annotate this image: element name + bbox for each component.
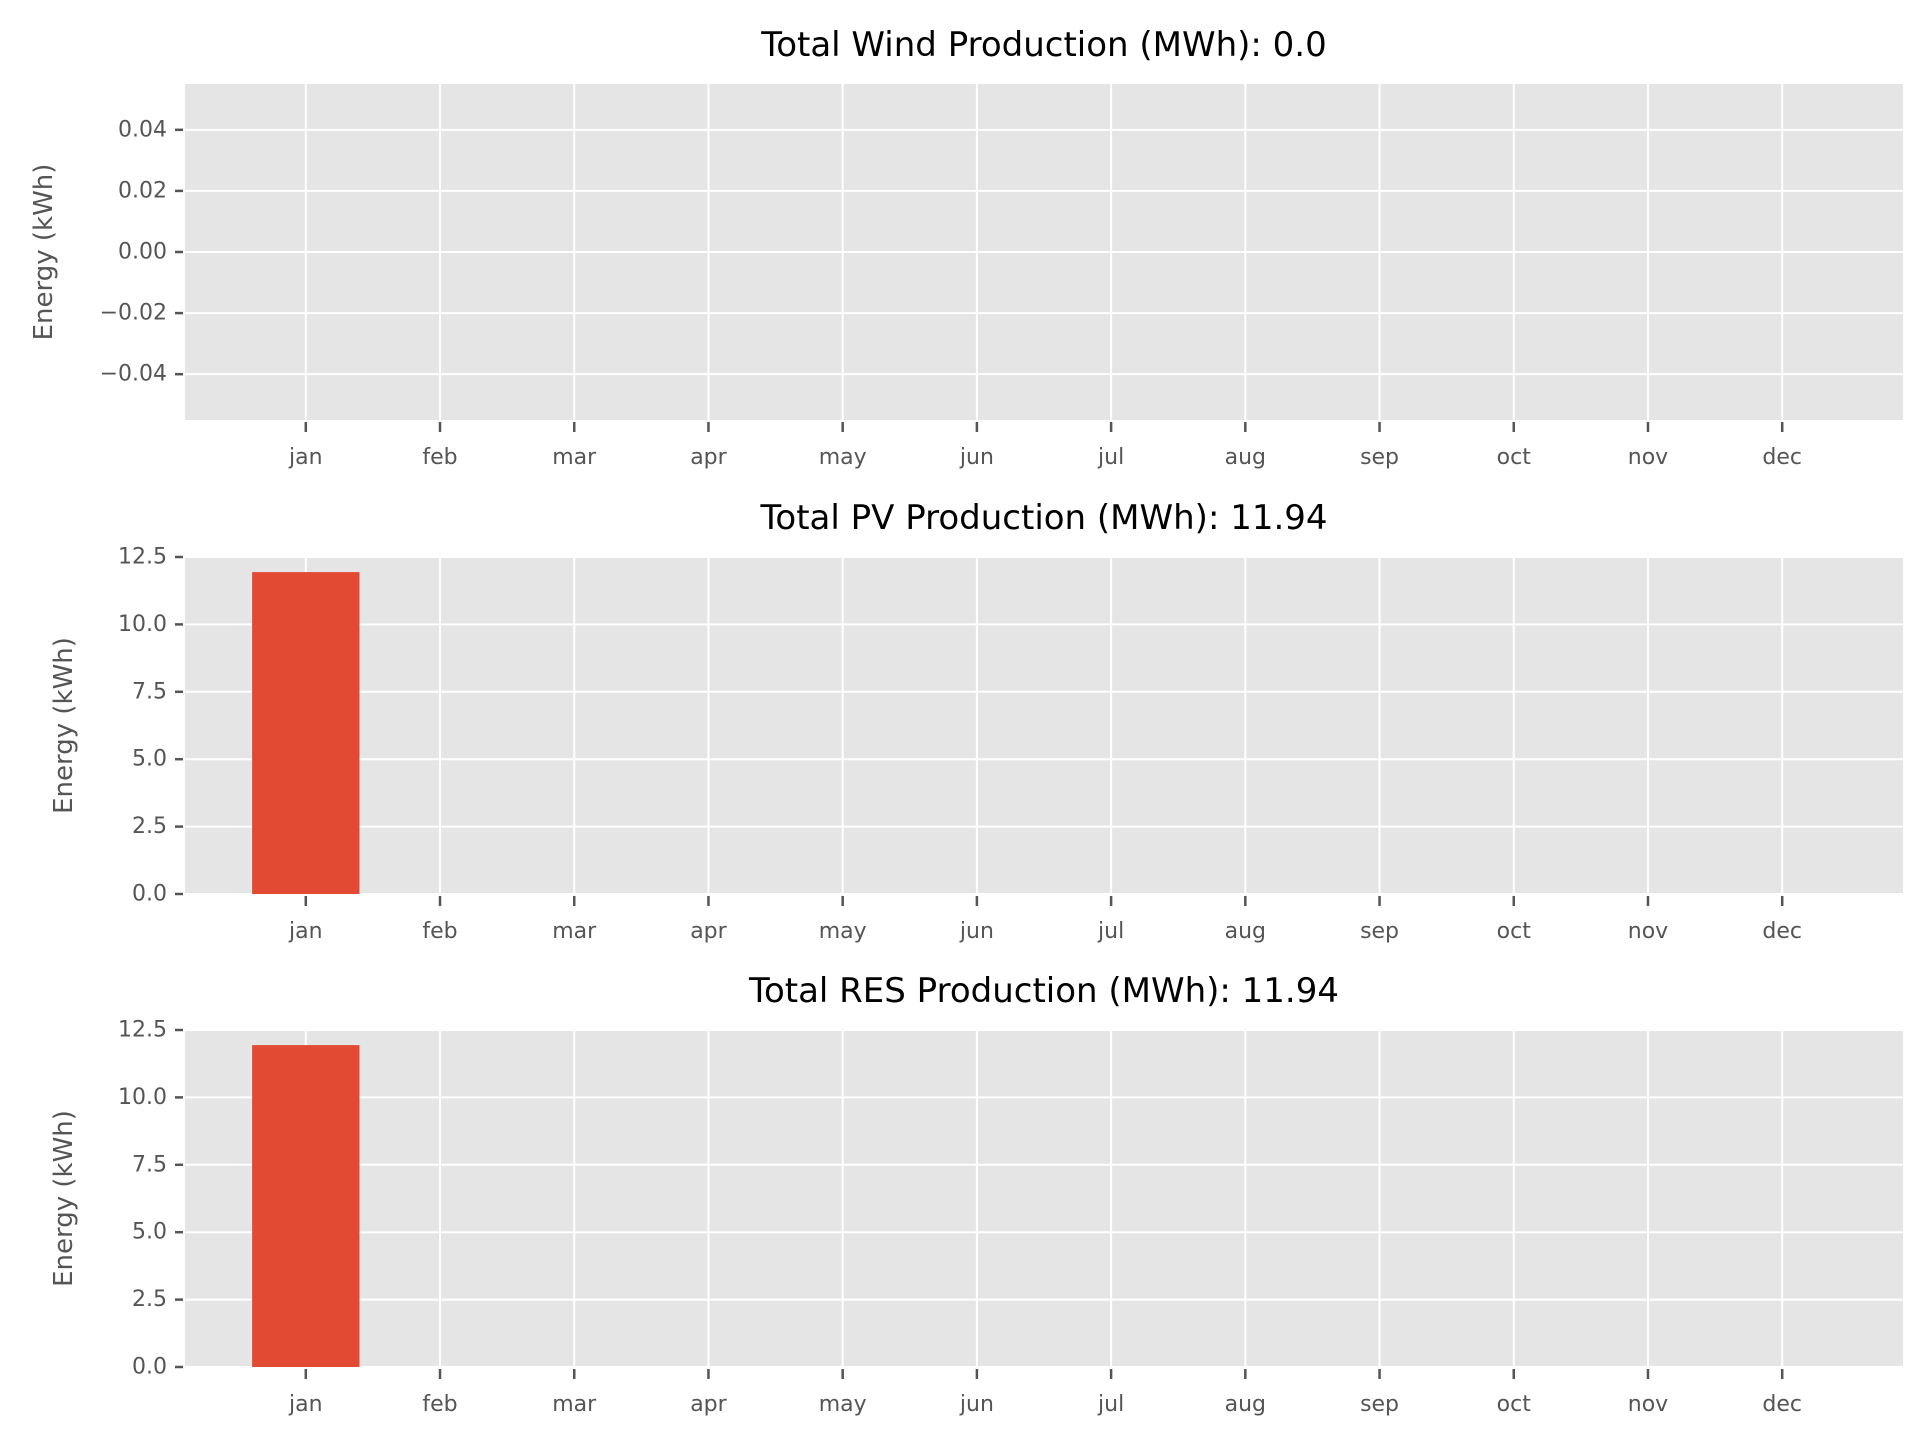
x-tick-label: jul — [1097, 445, 1124, 470]
x-tick-label: jul — [1097, 919, 1124, 944]
x-tick-label: dec — [1762, 1392, 1802, 1417]
x-tick-label: apr — [690, 919, 727, 944]
x-tick-label: nov — [1628, 445, 1668, 470]
x-tick-label: may — [819, 1392, 867, 1417]
x-tick-label: oct — [1497, 1392, 1532, 1417]
chart-title: Total PV Production (MWh): 11.94 — [759, 498, 1327, 538]
y-axis-label: Energy (kWh) — [49, 637, 79, 814]
x-tick-label: mar — [552, 919, 597, 944]
x-tick-label: oct — [1497, 919, 1532, 944]
x-tick-label: apr — [690, 1392, 727, 1417]
x-tick-label: jan — [288, 919, 323, 944]
y-tick-label: 0.0 — [132, 1355, 167, 1380]
x-tick-label: sep — [1360, 919, 1399, 944]
plot-background — [185, 1030, 1903, 1367]
y-tick-label: 2.5 — [132, 1287, 167, 1312]
y-tick-label: −0.02 — [100, 301, 167, 326]
y-tick-label: 5.0 — [132, 1220, 167, 1245]
x-tick-label: jun — [959, 1392, 994, 1417]
x-tick-label: nov — [1628, 1392, 1668, 1417]
x-tick-label: sep — [1360, 1392, 1399, 1417]
subplot-3: 0.0 2.5 5.0 7.5 10.0 12.5 jan feb mar apr may jun ju… — [49, 971, 1903, 1417]
y-tick-label: 12.5 — [118, 545, 167, 570]
subplot-1: −0.04 −0.02 0.00 0.02 0.04 jan feb mar apr may jun… — [29, 25, 1903, 470]
x-tick-label: aug — [1225, 919, 1266, 944]
x-tick-label: dec — [1762, 919, 1802, 944]
chart-title: Total RES Production (MWh): 11.94 — [748, 971, 1339, 1011]
bar-jan — [252, 1045, 360, 1367]
x-tick-label: jul — [1097, 1392, 1124, 1417]
x-tick-label: aug — [1225, 445, 1266, 470]
y-tick-label: 12.5 — [118, 1018, 167, 1043]
y-tick-label: 0.02 — [118, 178, 167, 203]
x-tick-label: jun — [959, 919, 994, 944]
x-tick-label: mar — [552, 445, 597, 470]
x-tick-label: dec — [1762, 445, 1802, 470]
y-tick-label: 0.0 — [132, 882, 167, 907]
y-tick-label: 10.0 — [118, 612, 167, 637]
y-tick-label: 5.0 — [132, 747, 167, 772]
y-tick-label: 7.5 — [132, 1152, 167, 1177]
y-tick-label: −0.04 — [100, 362, 167, 387]
y-tick-label: 7.5 — [132, 679, 167, 704]
y-tick-label: 0.04 — [118, 117, 167, 142]
y-tick-label: 10.0 — [118, 1085, 167, 1110]
x-tick-label: mar — [552, 1392, 597, 1417]
x-tick-label: jun — [959, 445, 994, 470]
subplot-2: 0.0 2.5 5.0 7.5 10.0 12.5 jan feb mar apr may jun ju… — [49, 498, 1903, 944]
x-tick-label: may — [819, 445, 867, 470]
x-tick-label: apr — [690, 445, 727, 470]
x-tick-label: feb — [422, 919, 457, 944]
x-tick-label: feb — [422, 1392, 457, 1417]
x-tick-label: oct — [1497, 445, 1532, 470]
x-tick-label: may — [819, 919, 867, 944]
x-tick-label: sep — [1360, 445, 1399, 470]
x-tick-label: aug — [1225, 1392, 1266, 1417]
bar-jan — [252, 572, 360, 894]
chart-title: Total Wind Production (MWh): 0.0 — [760, 25, 1327, 65]
y-tick-label: 0.00 — [118, 240, 167, 265]
x-tick-label: jan — [288, 1392, 323, 1417]
y-axis-label: Energy (kWh) — [49, 1110, 79, 1287]
y-axis-label: Energy (kWh) — [29, 164, 59, 341]
x-tick-label: nov — [1628, 919, 1668, 944]
y-tick-label: 2.5 — [132, 814, 167, 839]
plot-background — [185, 557, 1903, 894]
x-tick-label: feb — [422, 445, 457, 470]
x-tick-label: jan — [288, 445, 323, 470]
